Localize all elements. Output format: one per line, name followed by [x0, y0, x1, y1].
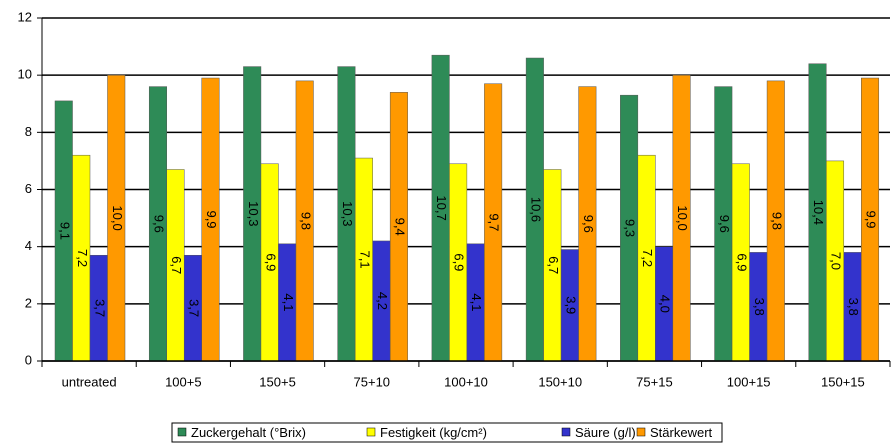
legend-swatch	[177, 427, 187, 437]
value-label: 10,3	[340, 201, 355, 226]
value-label: 7,2	[640, 249, 655, 267]
value-label: 3,7	[92, 299, 107, 317]
value-label: 9,1	[57, 222, 72, 240]
value-label: 10,0	[110, 205, 125, 230]
value-label: 4,2	[375, 292, 390, 310]
y-tick-label: 10	[18, 67, 32, 82]
value-label: 9,6	[717, 215, 732, 233]
legend-label: Festigkeit (kg/cm²)	[380, 425, 487, 440]
value-label: 3,8	[752, 298, 767, 316]
value-label: 10,7	[434, 195, 449, 220]
legend-swatch	[366, 427, 376, 437]
value-label: 7,2	[75, 249, 90, 267]
x-tick-label: untreated	[62, 374, 117, 389]
y-tick-label: 8	[25, 124, 32, 139]
x-tick-label: 100+5	[165, 374, 202, 389]
x-tick-label: 100+15	[727, 374, 771, 389]
value-label: 10,0	[675, 205, 690, 230]
x-tick-label: 100+10	[444, 374, 488, 389]
value-label: 10,4	[811, 200, 826, 225]
value-label: 10,6	[528, 197, 543, 222]
legend-label: Säure (g/l)	[575, 425, 636, 440]
value-label: 9,8	[769, 212, 784, 230]
value-label: 4,1	[281, 293, 296, 311]
value-label: 3,8	[846, 298, 861, 316]
value-label: 9,9	[864, 210, 879, 228]
legend-swatch	[636, 427, 646, 437]
value-label: 9,6	[152, 215, 167, 233]
value-label: 6,7	[546, 256, 561, 274]
value-label: 9,9	[204, 210, 219, 228]
legend-box	[171, 422, 723, 443]
value-label: 3,7	[187, 299, 202, 317]
y-tick-label: 12	[18, 9, 32, 24]
legend-swatch	[561, 427, 571, 437]
x-tick-label: 150+10	[538, 374, 582, 389]
value-label: 7,0	[829, 252, 844, 270]
x-tick-label: 75+15	[636, 374, 673, 389]
legend-label: Zuckergehalt (°Brix)	[191, 425, 306, 440]
value-label: 3,9	[563, 296, 578, 314]
x-tick-label: 75+10	[354, 374, 391, 389]
value-label: 4,1	[469, 293, 484, 311]
value-label: 6,9	[452, 253, 467, 271]
x-tick-label: 150+15	[821, 374, 865, 389]
value-label: 9,7	[487, 213, 502, 231]
value-label: 10,3	[246, 201, 261, 226]
value-label: 9,4	[392, 218, 407, 236]
value-label: 9,8	[298, 212, 313, 230]
value-label: 7,1	[357, 250, 372, 268]
value-label: 6,9	[734, 253, 749, 271]
y-tick-label: 6	[25, 181, 32, 196]
value-label: 9,6	[581, 215, 596, 233]
y-tick-label: 4	[25, 238, 32, 253]
value-label: 6,7	[169, 256, 184, 274]
value-label: 6,9	[263, 253, 278, 271]
value-label: 9,3	[623, 219, 638, 237]
y-tick-label: 0	[25, 352, 32, 367]
y-tick-label: 2	[25, 295, 32, 310]
value-label: 4,0	[658, 295, 673, 313]
x-tick-label: 150+5	[259, 374, 296, 389]
legend-label: Stärkewert	[650, 425, 713, 440]
